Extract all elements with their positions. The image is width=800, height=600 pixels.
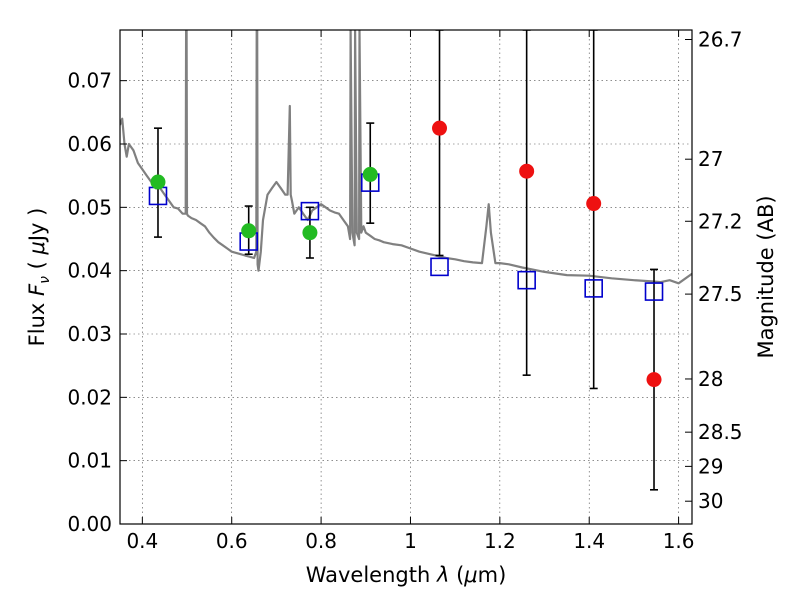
optical-data-point (362, 166, 378, 182)
model-spectrum-layer (120, 30, 692, 285)
y-tick-label: 0.00 (67, 512, 112, 536)
right-axis-label: Magnitude (AB) (754, 195, 778, 358)
model-photometry-square (644, 282, 664, 301)
model-photometry-square (430, 257, 449, 277)
x-tick-label: 0.8 (305, 529, 337, 553)
x-tick-label: 1.6 (663, 529, 695, 553)
nir-data-point (432, 120, 448, 136)
y-tick-label: 0.02 (67, 385, 112, 409)
y-axis-label: Flux Fν ( μJy ) (25, 208, 53, 347)
y-tick-label: 0.05 (67, 195, 112, 219)
optical-data-point (241, 223, 257, 239)
model-photometry-square (517, 270, 536, 290)
mag-tick-label: 27.5 (698, 282, 743, 306)
mag-tick-label: 30 (698, 489, 723, 513)
x-tick-label: 1.2 (484, 529, 516, 553)
y-tick-label: 0.03 (67, 322, 112, 346)
optical-data-point (150, 174, 166, 190)
y-tick-label: 0.06 (67, 132, 112, 156)
nir-data-point (586, 196, 602, 212)
x-tick-label: 0.6 (216, 529, 248, 553)
y-tick-label: 0.04 (67, 259, 112, 283)
mag-tick-label: 27 (698, 147, 723, 171)
mag-tick-label: 26.7 (698, 28, 743, 52)
x-tick-label: 1.4 (573, 529, 605, 553)
model-photometry-square (584, 279, 603, 298)
markers-layer (148, 120, 664, 388)
mag-tick-label: 27.2 (698, 209, 743, 233)
mag-tick-label: 28.5 (698, 420, 743, 444)
tick-labels: 0.4 0.6 0.8 1 1.2 1.4 1.6 0.00 0.01 0.02 0.03 0.04 0… (67, 28, 742, 554)
plot-frame (119, 29, 693, 525)
model-photometry-square (300, 201, 320, 221)
x-tick-label: 0.4 (126, 529, 158, 553)
mag-tick-label: 29 (698, 454, 723, 478)
optical-data-point (302, 225, 318, 241)
x-axis-label: Wavelength λ (μm) (306, 563, 507, 587)
axis-ticks (120, 30, 692, 525)
model-spectrum-line (120, 30, 692, 285)
error-bars-layer (153, 30, 659, 491)
nir-data-point (646, 372, 662, 388)
nir-data-point (519, 163, 535, 179)
y-tick-label: 0.07 (67, 69, 112, 93)
plot-area (120, 30, 692, 491)
y-tick-label: 0.01 (67, 449, 112, 473)
x-tick-label: 1 (404, 529, 417, 553)
mag-tick-label: 28 (698, 367, 723, 391)
